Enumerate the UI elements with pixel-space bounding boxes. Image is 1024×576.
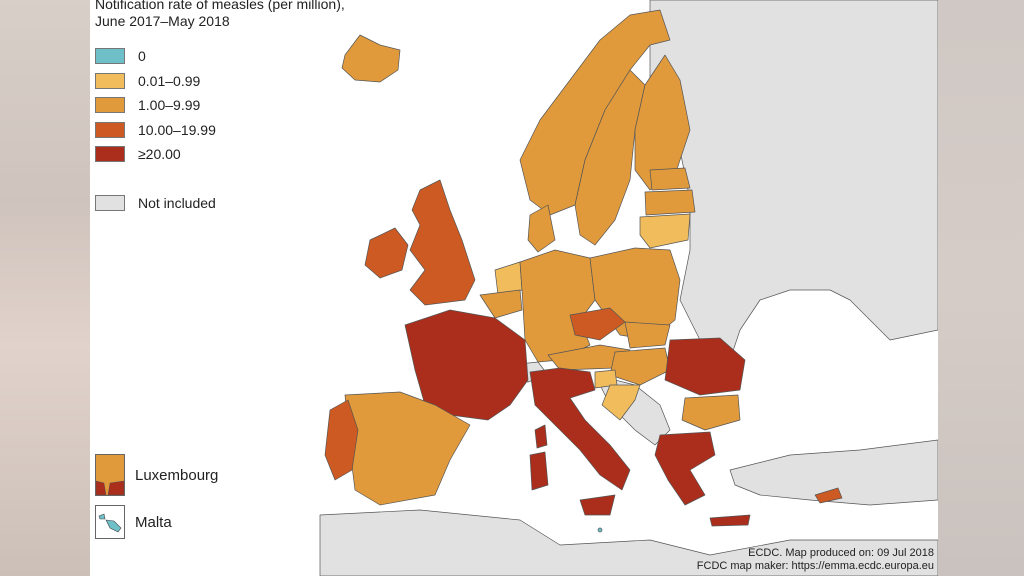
legend-row-zero: 0: [95, 44, 216, 69]
legend-row-not-included: Not included: [95, 191, 216, 216]
country-latvia: [644, 189, 696, 216]
island-sicily: [579, 494, 616, 516]
country-slovakia: [624, 321, 671, 349]
legend-label-zero: 0: [138, 48, 146, 65]
country-lithuania: [639, 213, 691, 249]
map-frame: Notification rate of measles (per millio…: [90, 0, 938, 576]
country-greece: [654, 431, 716, 506]
island-sardinia: [529, 451, 549, 491]
map-title: Notification rate of measles (per millio…: [95, 0, 345, 30]
country-united-kingdom: [409, 179, 476, 306]
region-north-africa: [319, 509, 938, 576]
island-crete: [709, 514, 751, 527]
left-blur-panel: [0, 0, 92, 576]
legend-label-low: 0.01–0.99: [138, 72, 201, 89]
country-czechia: [569, 307, 626, 341]
inset-luxembourg-label: Luxembourg: [135, 466, 219, 484]
map-title-line1: Notification rate of measles (per millio…: [95, 0, 345, 12]
legend-swatch-high: [95, 121, 125, 138]
credits-line2: FCDC map maker: https://emma.ecdc.europa…: [696, 560, 934, 572]
inset-malta: Malta: [95, 505, 172, 539]
legend-label-mid: 1.00–9.99: [138, 97, 201, 114]
legend-swatch-mid: [95, 97, 125, 114]
legend-swatch-low: [95, 72, 125, 89]
country-hungary: [609, 347, 671, 386]
inset-luxembourg-box: [95, 454, 125, 496]
country-germany: [519, 249, 596, 363]
luxembourg-inset-map: [95, 455, 125, 496]
island-corsica: [534, 424, 548, 449]
right-blur-panel: [932, 0, 1024, 576]
country-spain: [344, 391, 471, 506]
map-title-line2: June 2017–May 2018: [95, 13, 230, 29]
country-malta: [597, 527, 603, 533]
inset-luxembourg: Luxembourg: [95, 454, 218, 496]
region-eastern-europe: [649, 0, 938, 361]
legend-row-high: 10.00–19.99: [95, 118, 216, 143]
region-turkey: [729, 439, 938, 506]
legend: 0 0.01–0.99 1.00–9.99 10.00–19.99 ≥20.00…: [95, 44, 216, 215]
legend-row-veryhigh: ≥20.00: [95, 142, 216, 167]
legend-label-not-included: Not included: [138, 194, 216, 211]
credits-line1: ECDC. Map produced on: 09 Jul 2018: [748, 547, 934, 559]
malta-inset-map: [98, 513, 122, 533]
legend-label-veryhigh: ≥20.00: [138, 146, 181, 163]
country-italy: [529, 367, 631, 491]
map-credits: ECDC. Map produced on: 09 Jul 2018 FCDC …: [697, 547, 934, 573]
inset-malta-label: Malta: [135, 513, 172, 531]
country-ireland: [364, 227, 409, 279]
legend-label-high: 10.00–19.99: [138, 121, 216, 138]
country-romania: [664, 337, 746, 396]
legend-row-mid: 1.00–9.99: [95, 93, 216, 118]
country-belgium: [479, 289, 523, 319]
country-estonia: [649, 167, 691, 191]
country-finland: [634, 54, 691, 191]
country-denmark: [527, 204, 556, 253]
country-bulgaria: [681, 394, 741, 431]
legend-swatch-veryhigh: [95, 146, 125, 163]
legend-swatch-not-included: [95, 194, 125, 211]
country-croatia: [601, 384, 641, 421]
country-iceland: [341, 34, 401, 83]
country-portugal: [324, 399, 359, 481]
legend-row-low: 0.01–0.99: [95, 69, 216, 94]
europe-map: [319, 0, 938, 576]
country-france: [404, 309, 529, 421]
inset-malta-box: [95, 505, 125, 539]
country-cyprus: [814, 487, 843, 504]
legend-swatch-zero: [95, 48, 125, 65]
